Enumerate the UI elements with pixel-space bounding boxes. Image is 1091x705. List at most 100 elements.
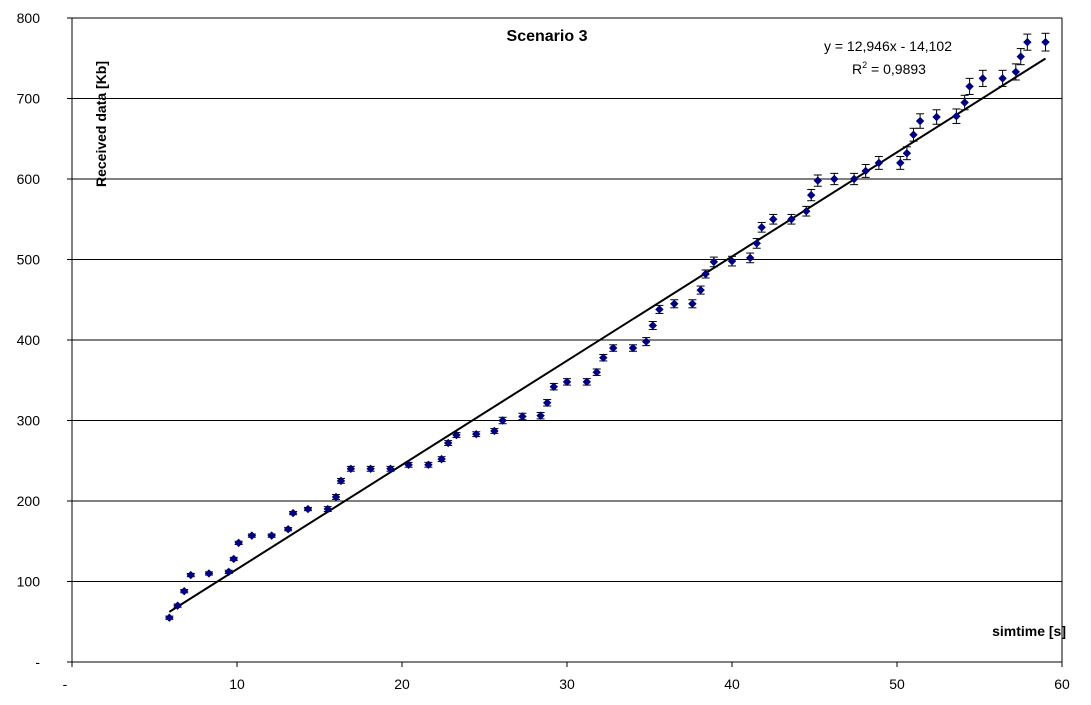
data-point	[787, 213, 796, 225]
point-marker	[960, 98, 969, 107]
x-axis-label: simtime [s]	[992, 623, 1066, 639]
data-point	[896, 155, 905, 170]
data-point	[424, 460, 433, 469]
point-marker	[874, 158, 884, 168]
point-marker	[288, 508, 298, 518]
y-tick-label-700: 700	[17, 91, 41, 107]
point-marker	[608, 343, 618, 353]
data-point	[437, 454, 446, 464]
data-point	[452, 430, 461, 440]
data-point	[549, 382, 559, 391]
data-point	[874, 155, 884, 170]
point-marker	[173, 601, 182, 610]
point-marker	[331, 492, 341, 502]
point-marker	[830, 174, 839, 184]
data-point	[366, 464, 375, 474]
point-marker	[861, 166, 870, 176]
data-point	[965, 77, 974, 95]
data-point	[404, 460, 413, 469]
point-marker	[592, 367, 601, 377]
point-marker	[745, 253, 755, 263]
point-marker	[915, 116, 925, 126]
trendline-equation: y = 12,946x - 14,102	[824, 38, 952, 54]
point-marker	[336, 476, 346, 486]
y-tick-label-300: 300	[17, 413, 41, 429]
point-marker	[498, 416, 507, 425]
point-marker	[727, 256, 737, 266]
point-marker	[670, 299, 679, 308]
chart-title: Scenario 3	[507, 28, 588, 45]
data-point	[648, 320, 658, 331]
point-marker	[386, 464, 395, 474]
point-marker	[648, 321, 658, 330]
point-marker	[224, 567, 233, 577]
point-marker	[641, 337, 651, 346]
point-marker	[709, 257, 719, 267]
point-marker	[283, 524, 293, 534]
y-tick-label-600: 600	[17, 171, 41, 187]
point-marker	[490, 426, 499, 436]
data-point	[701, 269, 710, 279]
data-point	[490, 426, 499, 436]
y-tick-label-400: 400	[17, 332, 41, 348]
point-marker	[813, 176, 823, 185]
x-tick-label-20: 20	[394, 676, 410, 692]
r-squared-prefix: R	[852, 61, 862, 77]
data-point	[902, 146, 912, 161]
data-point	[518, 412, 527, 421]
y-tick-label-500: 500	[17, 252, 41, 268]
data-point	[932, 109, 941, 125]
y-tick-label-100: 100	[17, 574, 41, 590]
data-point	[1041, 32, 1050, 52]
data-point	[727, 255, 737, 267]
data-point	[752, 238, 761, 249]
data-point	[608, 343, 618, 353]
x-tick-label-0: -	[63, 676, 68, 692]
data-point	[757, 221, 766, 233]
data-point	[813, 174, 823, 187]
point-marker	[902, 149, 912, 158]
point-marker	[234, 538, 243, 548]
r-squared-superscript: 2	[862, 60, 867, 70]
point-marker	[802, 206, 811, 216]
point-marker	[998, 74, 1007, 83]
point-marker	[1011, 67, 1021, 77]
point-marker	[323, 504, 332, 514]
grid-lines	[72, 17, 1062, 582]
data-points	[165, 32, 1050, 622]
point-marker	[542, 398, 552, 407]
data-point	[978, 69, 988, 87]
point-marker	[787, 215, 796, 224]
data-point	[599, 353, 608, 362]
point-marker	[472, 429, 481, 439]
point-marker	[1016, 52, 1025, 61]
point-marker	[204, 569, 214, 578]
data-point	[234, 538, 243, 548]
point-marker	[437, 454, 446, 464]
data-point	[915, 113, 925, 129]
point-marker	[1023, 37, 1032, 47]
data-point	[582, 377, 592, 387]
point-marker	[452, 430, 461, 440]
data-point	[386, 464, 395, 474]
data-point	[909, 127, 918, 142]
point-marker	[165, 613, 174, 622]
data-point	[283, 524, 293, 534]
data-point	[830, 172, 839, 186]
data-point	[165, 613, 174, 622]
data-point	[336, 476, 346, 486]
data-point	[709, 256, 719, 268]
data-point	[960, 94, 969, 111]
tick-labels: - 100 200 300 400 500 600 700 800 - 10 20 30 40 50 60	[17, 10, 1070, 692]
point-marker	[965, 82, 974, 91]
point-marker	[952, 112, 961, 121]
data-point	[498, 416, 507, 425]
x-tick-label-60: 60	[1054, 676, 1070, 692]
point-marker	[443, 438, 453, 448]
y-tick-label-0: -	[35, 654, 40, 670]
r-squared-value: = 0,9893	[867, 61, 926, 77]
data-point	[443, 438, 453, 448]
y-axis-label: Received data [Kb]	[93, 61, 109, 187]
